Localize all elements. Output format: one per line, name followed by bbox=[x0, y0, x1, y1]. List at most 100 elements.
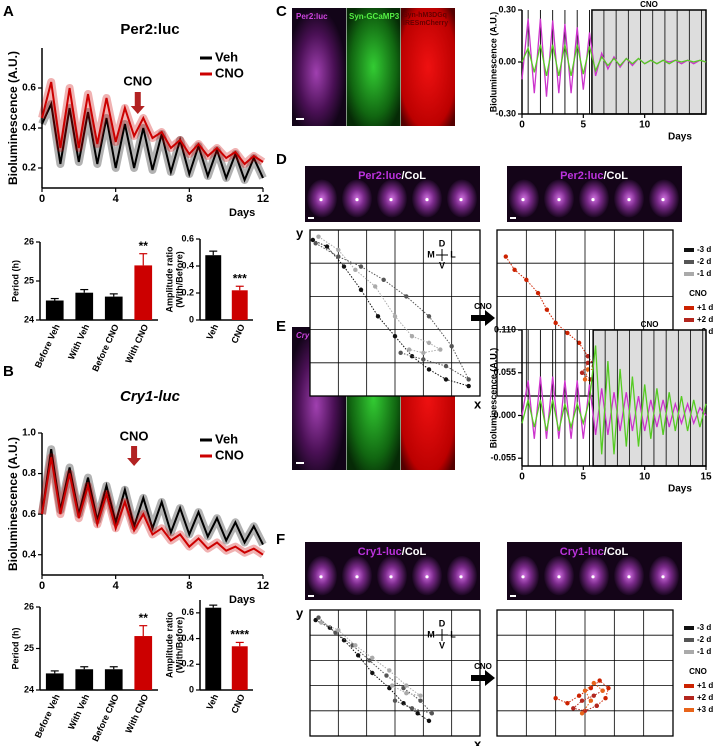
point bbox=[387, 685, 392, 691]
label-suffix: /CoL bbox=[603, 170, 628, 182]
scale-bar bbox=[296, 462, 304, 464]
bar bbox=[75, 292, 94, 320]
x-tick-label: CNO bbox=[229, 323, 247, 345]
legend-label: -2 d bbox=[697, 257, 711, 266]
point bbox=[324, 244, 330, 249]
point bbox=[553, 696, 558, 701]
y-tick-label: 0.000 bbox=[493, 410, 516, 420]
point bbox=[418, 693, 423, 698]
micrograph bbox=[346, 8, 401, 126]
cell-dot bbox=[557, 575, 561, 579]
point bbox=[336, 247, 341, 253]
compass-label: V bbox=[439, 640, 445, 650]
x-tick-label: 4 bbox=[113, 193, 120, 205]
trajectory bbox=[572, 690, 603, 712]
point bbox=[409, 706, 415, 711]
legend-swatch bbox=[684, 306, 694, 310]
significance: **** bbox=[230, 628, 249, 642]
scale-bar bbox=[308, 217, 314, 219]
point bbox=[591, 693, 596, 698]
bar bbox=[205, 255, 222, 320]
point bbox=[429, 711, 435, 716]
label-reporter: Per2:luc bbox=[358, 170, 401, 182]
y-tick-label: 0.8 bbox=[22, 468, 36, 479]
y-axis-label: Bioluminescence (A.U.) bbox=[6, 51, 20, 185]
point bbox=[392, 314, 398, 319]
arrow-label: CNO bbox=[474, 662, 492, 671]
scale-bar bbox=[296, 118, 304, 120]
point bbox=[355, 653, 361, 658]
point bbox=[370, 655, 375, 661]
legend-swatch bbox=[684, 638, 694, 642]
point bbox=[341, 264, 347, 269]
cell-dot bbox=[459, 575, 463, 579]
point bbox=[579, 370, 585, 375]
point bbox=[370, 670, 375, 676]
x-tick-label: 0 bbox=[39, 193, 45, 205]
point bbox=[384, 673, 389, 678]
point bbox=[582, 688, 588, 693]
legend-label: -3 d bbox=[697, 245, 711, 254]
y-tick-label: 25 bbox=[24, 643, 34, 653]
y-tick-label: 0.4 bbox=[22, 549, 36, 560]
point bbox=[353, 643, 358, 648]
image-label: Cry1-luc/CoL bbox=[358, 546, 427, 558]
trajectory bbox=[318, 236, 442, 354]
compass-label: M bbox=[427, 629, 435, 639]
shade-label: CNO bbox=[640, 0, 658, 9]
bar bbox=[205, 607, 222, 690]
panel-letter: F bbox=[276, 531, 285, 548]
cell-dot bbox=[627, 198, 631, 202]
chart-title: Cry1-luc bbox=[120, 388, 181, 405]
y-tick-label: 0.6 bbox=[22, 509, 36, 520]
series-line bbox=[521, 44, 707, 77]
bar bbox=[231, 646, 248, 690]
point bbox=[591, 680, 596, 686]
bar bbox=[75, 669, 94, 690]
y-axis-label: y bbox=[296, 605, 304, 620]
legend-swatch bbox=[684, 708, 694, 712]
cell-dot bbox=[425, 575, 429, 579]
x-tick-label: Before CNO bbox=[90, 693, 121, 743]
legend-label: CNO bbox=[215, 65, 244, 80]
bar bbox=[134, 265, 153, 320]
point bbox=[588, 698, 594, 703]
legend-label: -3 d bbox=[697, 623, 711, 632]
point bbox=[409, 353, 415, 359]
y-tick-label: 0 bbox=[189, 684, 194, 694]
series-line bbox=[41, 81, 264, 166]
y-axis-label: Bioluminescence (A.U.) bbox=[488, 348, 498, 449]
cell-dot bbox=[389, 198, 393, 202]
image-label: Per2:luc bbox=[296, 12, 328, 21]
y-tick-label: 0.4 bbox=[181, 633, 194, 643]
x-tick-label: 0 bbox=[519, 472, 525, 483]
legend-swatch bbox=[684, 272, 694, 276]
point bbox=[579, 711, 585, 716]
legend-label: +2 d bbox=[697, 315, 713, 324]
scale-bar bbox=[510, 595, 516, 597]
cno-period bbox=[592, 329, 707, 467]
x-tick-label: With Veh bbox=[66, 323, 91, 362]
point bbox=[466, 383, 471, 389]
point bbox=[406, 347, 412, 352]
label-reporter: Per2:luc bbox=[560, 170, 603, 182]
compass-label: D bbox=[439, 238, 446, 248]
panel-letter: D bbox=[276, 151, 287, 168]
point bbox=[579, 698, 585, 703]
point bbox=[576, 693, 582, 698]
compass-label: M bbox=[427, 249, 435, 259]
annotation-arrow bbox=[127, 446, 142, 466]
point bbox=[398, 350, 403, 356]
x-tick-label: Before Veh bbox=[33, 323, 62, 370]
x-axis-label: Days bbox=[229, 207, 255, 219]
point bbox=[603, 696, 608, 701]
cell-dot bbox=[355, 198, 359, 202]
label-suffix: /CoL bbox=[401, 170, 426, 182]
point bbox=[367, 658, 372, 663]
shade-label: CNO bbox=[641, 320, 659, 329]
x-tick-label: With Veh bbox=[66, 693, 91, 732]
point bbox=[443, 377, 449, 382]
point bbox=[336, 627, 341, 633]
series-line bbox=[41, 100, 264, 183]
label-suffix: /CoL bbox=[402, 546, 427, 558]
